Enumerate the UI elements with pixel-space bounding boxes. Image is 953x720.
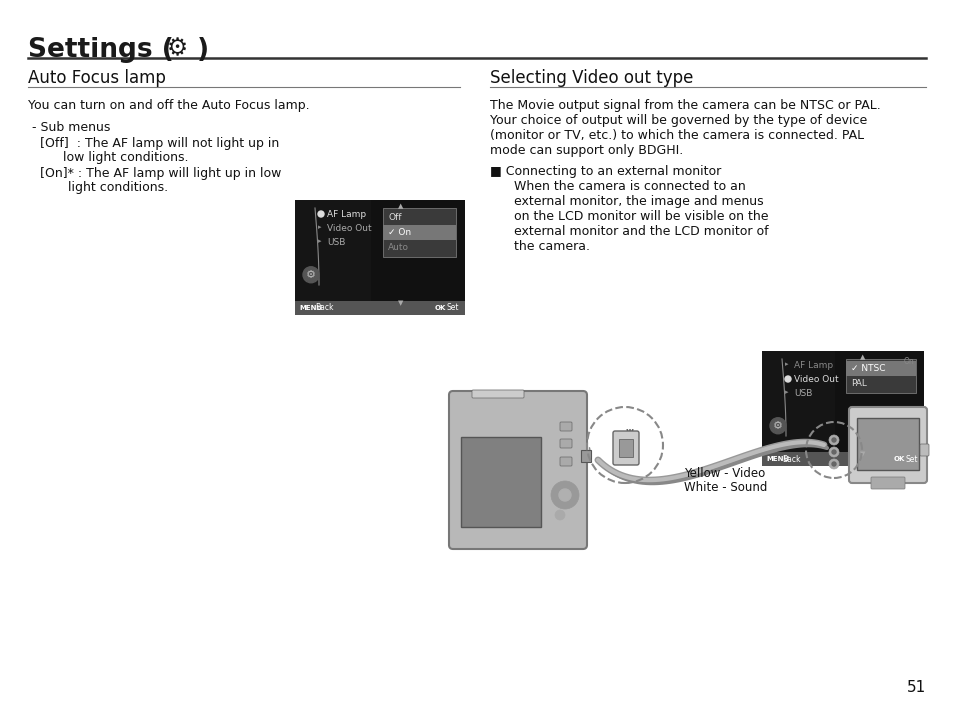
FancyBboxPatch shape [294, 200, 464, 315]
Text: ): ) [188, 37, 209, 63]
Circle shape [555, 510, 564, 520]
Text: [Off]  : The AF lamp will not light up in: [Off] : The AF lamp will not light up in [28, 137, 279, 150]
Text: on the LCD monitor will be visible on the: on the LCD monitor will be visible on th… [501, 210, 768, 223]
Text: OK: OK [893, 456, 904, 462]
Circle shape [769, 418, 785, 433]
Text: Back: Back [781, 454, 800, 464]
Text: external monitor, the image and menus: external monitor, the image and menus [501, 195, 762, 208]
Text: ▲: ▲ [859, 354, 864, 360]
FancyBboxPatch shape [460, 437, 540, 527]
Text: the camera.: the camera. [501, 240, 589, 253]
FancyBboxPatch shape [559, 457, 572, 466]
Text: OK: OK [435, 305, 446, 311]
Text: PAL: PAL [850, 379, 866, 388]
Text: Video Out: Video Out [793, 375, 838, 384]
Circle shape [784, 376, 790, 382]
FancyBboxPatch shape [761, 351, 923, 466]
FancyBboxPatch shape [613, 431, 639, 465]
Text: Video Out: Video Out [327, 224, 372, 233]
Text: ✓ On: ✓ On [388, 228, 411, 237]
FancyBboxPatch shape [856, 418, 918, 470]
FancyBboxPatch shape [761, 452, 923, 466]
FancyBboxPatch shape [845, 361, 915, 376]
Text: USB: USB [327, 238, 345, 247]
Text: - Sub menus: - Sub menus [28, 121, 111, 134]
Circle shape [828, 459, 838, 469]
Text: Settings (: Settings ( [28, 37, 183, 63]
Text: ▸: ▸ [317, 238, 321, 244]
Circle shape [831, 450, 835, 454]
Text: Auto Focus lamp: Auto Focus lamp [28, 69, 166, 87]
Text: Back: Back [314, 304, 334, 312]
Text: White - Sound: White - Sound [683, 481, 766, 494]
Text: Set: Set [905, 454, 918, 464]
FancyBboxPatch shape [580, 450, 590, 462]
Text: light conditions.: light conditions. [68, 181, 168, 194]
Text: AF Lamp: AF Lamp [793, 361, 832, 370]
Circle shape [828, 447, 838, 457]
Text: ▸: ▸ [784, 389, 788, 395]
Text: [On]* : The AF lamp will light up in low: [On]* : The AF lamp will light up in low [28, 167, 281, 180]
FancyBboxPatch shape [845, 359, 915, 393]
Text: You can turn on and off the Auto Focus lamp.: You can turn on and off the Auto Focus l… [28, 99, 310, 112]
FancyBboxPatch shape [383, 225, 456, 240]
Circle shape [317, 211, 324, 217]
FancyBboxPatch shape [559, 422, 572, 431]
FancyBboxPatch shape [559, 439, 572, 448]
Text: Yellow - Video: Yellow - Video [683, 467, 764, 480]
Text: ✓ NTSC: ✓ NTSC [850, 364, 884, 373]
Text: ▸: ▸ [784, 361, 788, 367]
Text: mode can support only BDGHI.: mode can support only BDGHI. [490, 144, 682, 157]
Text: On: On [902, 357, 913, 366]
Text: ⚙: ⚙ [167, 36, 188, 60]
Text: ▲: ▲ [397, 203, 403, 209]
FancyBboxPatch shape [870, 477, 904, 489]
Circle shape [551, 481, 578, 509]
FancyBboxPatch shape [294, 301, 464, 315]
Text: Your choice of output will be governed by the type of device: Your choice of output will be governed b… [490, 114, 866, 127]
Text: Selecting Video out type: Selecting Video out type [490, 69, 693, 87]
Text: Auto: Auto [388, 243, 409, 252]
Circle shape [303, 266, 318, 283]
Text: (monitor or TV, etc.) to which the camera is connected. PAL: (monitor or TV, etc.) to which the camer… [490, 129, 863, 142]
Text: ▼: ▼ [397, 300, 403, 306]
Text: Set: Set [447, 304, 459, 312]
FancyBboxPatch shape [761, 351, 834, 466]
FancyBboxPatch shape [383, 208, 456, 257]
Text: The Movie output signal from the camera can be NTSC or PAL.: The Movie output signal from the camera … [490, 99, 880, 112]
Text: 51: 51 [905, 680, 925, 695]
Text: ⚙: ⚙ [306, 270, 315, 280]
Text: Off: Off [388, 213, 401, 222]
FancyBboxPatch shape [472, 390, 523, 398]
Text: ▼: ▼ [859, 451, 864, 457]
Text: ⚙: ⚙ [772, 420, 782, 431]
Text: When the camera is connected to an: When the camera is connected to an [501, 180, 745, 193]
FancyBboxPatch shape [919, 444, 928, 456]
Text: USB: USB [793, 389, 812, 398]
Text: AF Lamp: AF Lamp [327, 210, 366, 219]
Text: low light conditions.: low light conditions. [63, 151, 189, 164]
Text: ■ Connecting to an external monitor: ■ Connecting to an external monitor [490, 165, 720, 178]
FancyBboxPatch shape [294, 200, 371, 315]
Circle shape [831, 462, 835, 466]
Circle shape [558, 489, 571, 501]
Circle shape [831, 438, 835, 442]
Text: external monitor and the LCD monitor of: external monitor and the LCD monitor of [501, 225, 768, 238]
Text: MENU: MENU [765, 456, 788, 462]
FancyBboxPatch shape [449, 391, 586, 549]
FancyBboxPatch shape [618, 439, 633, 457]
Text: MENU: MENU [298, 305, 322, 311]
Text: ▸: ▸ [317, 224, 321, 230]
FancyBboxPatch shape [848, 407, 926, 483]
Circle shape [828, 435, 838, 445]
